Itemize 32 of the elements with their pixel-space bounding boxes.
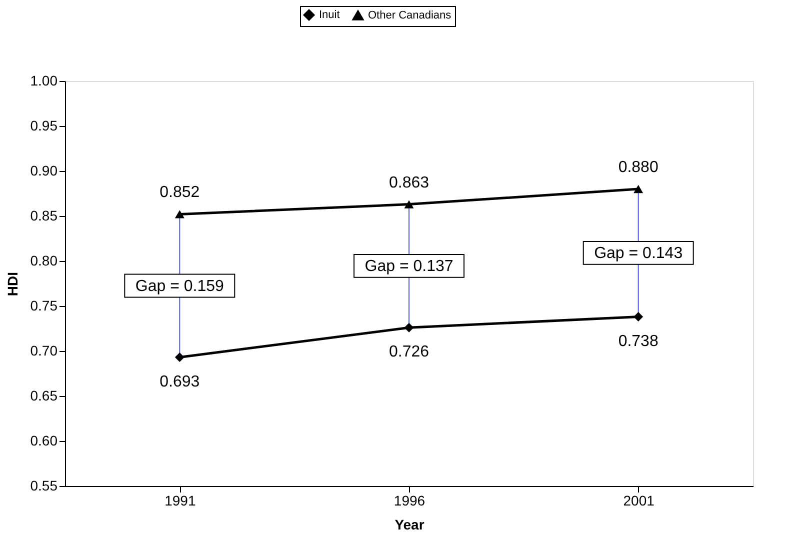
point — [404, 322, 414, 332]
x-tick-label: 2001 — [623, 492, 655, 508]
annotation: Gap = 0.137 — [364, 258, 454, 275]
point — [634, 312, 644, 322]
data-label: 0.726 — [388, 344, 430, 361]
data-label: 0.880 — [618, 159, 658, 176]
data-label: 0.738 — [618, 332, 658, 350]
y-tick-label: 0.80 — [30, 252, 58, 268]
x-axis-title: Year — [394, 516, 425, 532]
y-tick-label: 0.55 — [30, 478, 58, 494]
data-label: 0.863 — [388, 174, 430, 192]
y-tick-label: 0.60 — [30, 432, 58, 448]
y-tick-label: 1.00 — [30, 72, 58, 88]
y-tick-label: 0.90 — [30, 162, 58, 178]
data-label: 0.852 — [160, 184, 200, 202]
point — [634, 184, 644, 194]
point — [404, 200, 414, 208]
point — [174, 210, 184, 218]
annotation: Gap = 0.143 — [594, 244, 683, 262]
legend-label: Other Canadians — [368, 9, 452, 22]
y-tick-label: 0.75 — [30, 298, 58, 314]
legend-label: Inuit — [319, 9, 340, 21]
x-tick-label: 1996 — [394, 492, 426, 508]
y-axis-title: HDI — [4, 272, 20, 296]
y-tick-label: 0.70 — [30, 342, 58, 358]
y-tick-label: 0.65 — [30, 388, 58, 404]
annotation: Gap = 0.159 — [135, 278, 224, 295]
point — [174, 352, 184, 362]
y-tick-label: 0.95 — [30, 118, 58, 134]
data-label: 0.693 — [160, 373, 200, 390]
x-tick-label: 1991 — [164, 492, 196, 508]
y-tick-label: 0.85 — [30, 208, 58, 224]
